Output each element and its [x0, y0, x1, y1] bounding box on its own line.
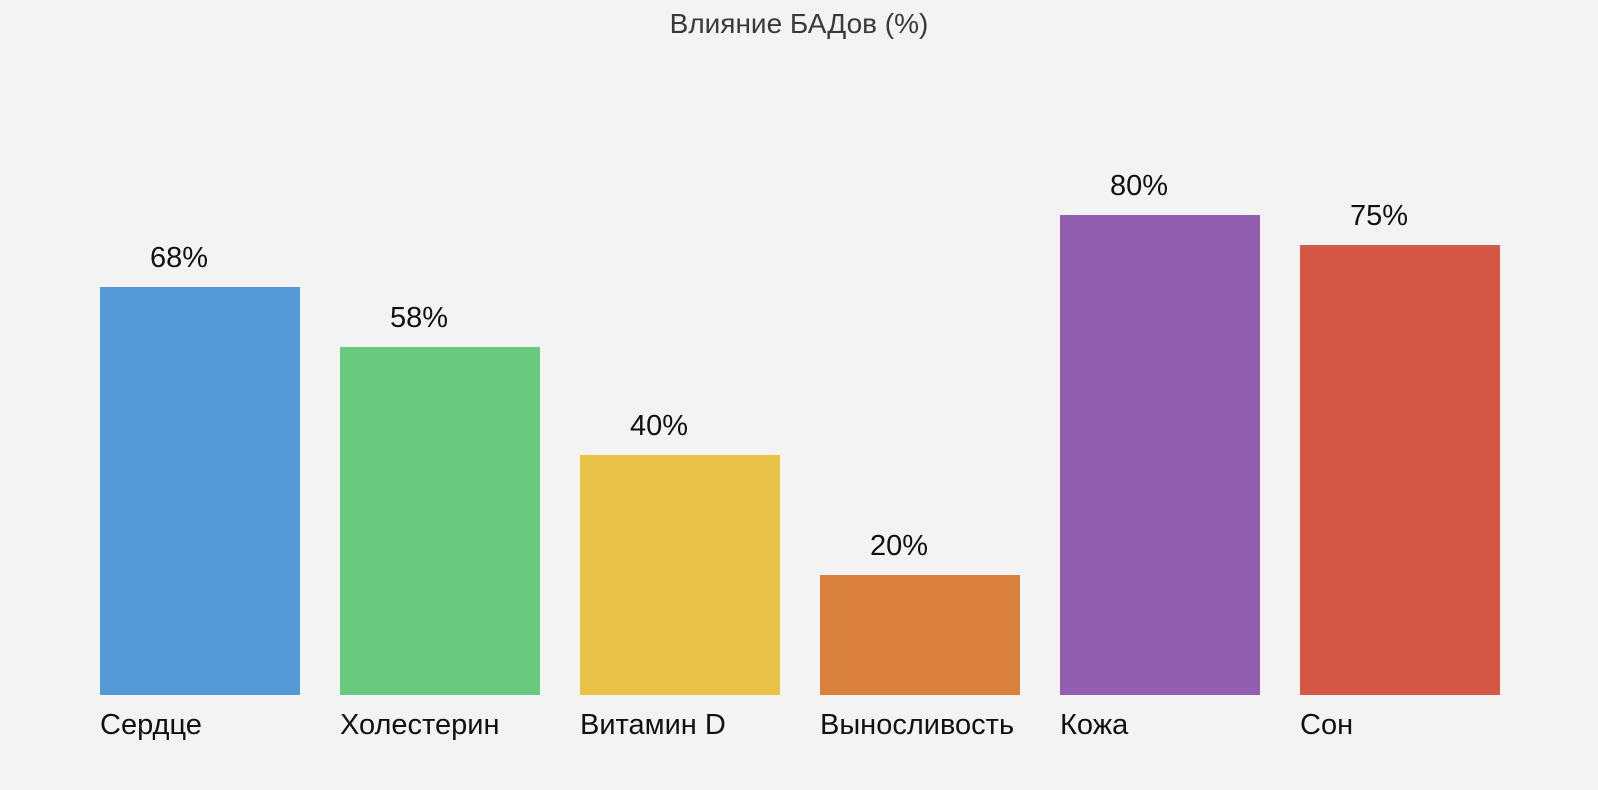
- bar-3: [580, 455, 780, 695]
- chart-title: Влияние БАДов (%): [669, 8, 929, 39]
- bar-value-label: 75%: [1350, 200, 1408, 232]
- category-label: Витамин D: [580, 709, 726, 741]
- category-label: Сердце: [100, 709, 202, 741]
- bar-value-label: 40%: [630, 410, 688, 442]
- bar-2: [340, 347, 540, 695]
- bar-value-label: 68%: [150, 242, 208, 274]
- category-label: Сон: [1300, 709, 1353, 741]
- bar-4: [820, 575, 1020, 695]
- bar-1: [100, 287, 300, 695]
- category-label: Кожа: [1060, 709, 1129, 741]
- category-label: Холестерин: [340, 709, 500, 741]
- bar-value-label: 20%: [870, 530, 928, 562]
- bar-value-label: 58%: [390, 302, 448, 334]
- category-label: Выносливость: [820, 709, 1014, 741]
- bar-5: [1060, 215, 1260, 695]
- bar-value-label: 80%: [1110, 170, 1168, 202]
- bar-6: [1300, 245, 1500, 695]
